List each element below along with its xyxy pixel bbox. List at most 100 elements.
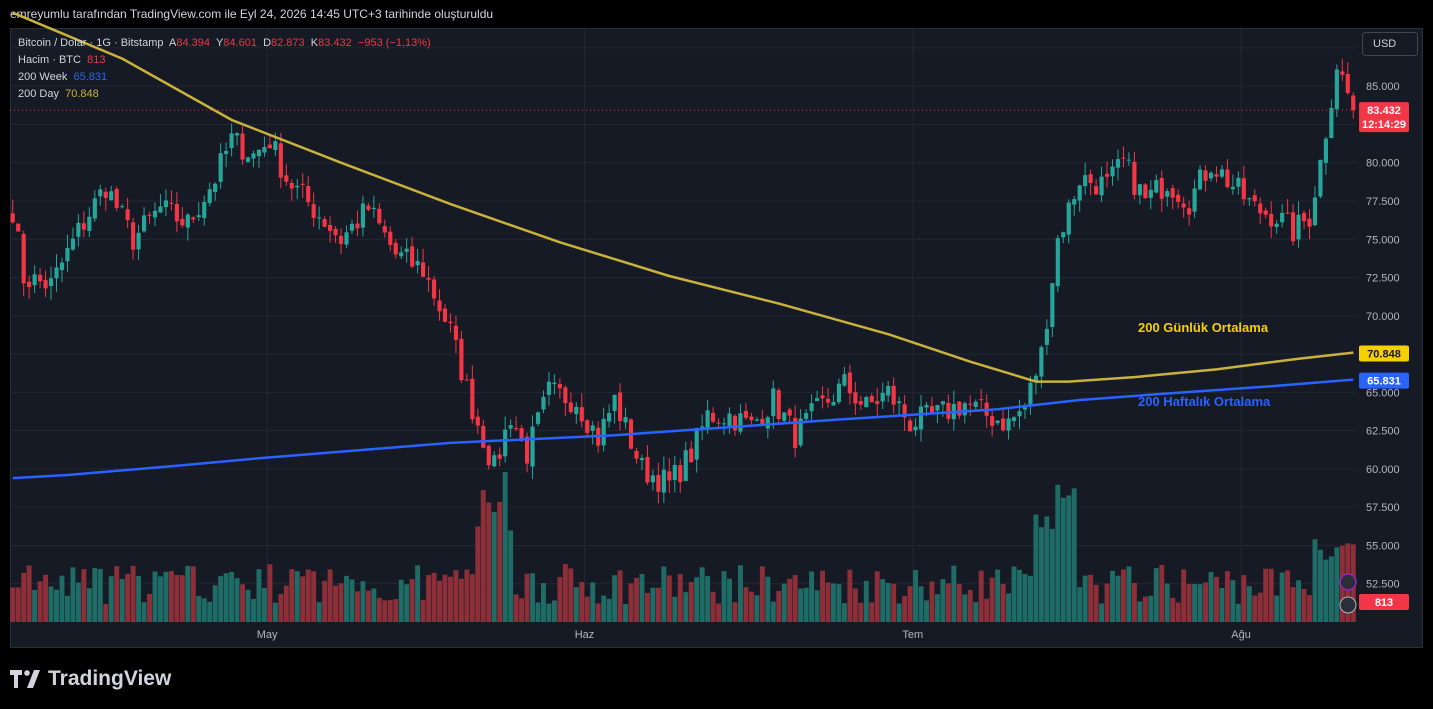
candle-body [1061,232,1066,238]
volume-bar [1044,516,1050,622]
candle-body [990,416,995,426]
volume-bar [962,594,968,622]
tradingview-logo[interactable]: TradingView [10,666,171,692]
volume-bar [141,602,147,622]
volume-bar [81,569,87,622]
candle-body [415,261,420,266]
candle-body [1094,186,1099,195]
chart-area[interactable] [10,28,1423,648]
candle-body [946,402,951,419]
volume-tag-bg [1359,594,1409,610]
candle-body [1165,191,1170,197]
volume-bar [546,603,552,622]
candle-body [1110,166,1115,177]
candle-body [174,203,179,222]
volume-bar [283,585,289,622]
candle-body [968,403,973,405]
currency-button[interactable]: USD [1362,32,1418,56]
candle-body [804,413,809,419]
volume-bar [168,571,174,622]
candle-body [377,208,382,224]
candle-body [404,248,409,252]
candle-body [289,182,294,189]
volume-bar [1290,587,1296,622]
candle-body [1208,172,1214,179]
candle-body [1203,170,1208,181]
volume-bar [1192,584,1198,622]
volume-bar [360,581,366,622]
last-price-tag-bg [1359,102,1409,133]
volume-bar [108,576,114,622]
candle-body [371,207,376,209]
candle-body [853,392,858,404]
volume-bar [1235,603,1241,622]
volume-bar [196,596,202,622]
candle-body [607,413,612,422]
candle-body [191,217,196,220]
volume-label[interactable]: Hacim · BTC [18,54,81,66]
volume-bar [885,582,891,622]
volume-bar [803,587,809,622]
candle-body [760,418,765,426]
price-tick-label: 62.500 [1366,426,1400,438]
volume-value: 813 [87,54,106,66]
candle-body [1072,199,1077,205]
ma-week-label[interactable]: 200 Week [18,71,68,83]
candle-body [1001,418,1006,431]
candle-body [388,231,393,245]
candle-body [1099,176,1104,196]
ma-week-tag-text: 65.831 [1367,376,1401,388]
time-tick-label: Ağu [1231,629,1251,641]
chart-caption: emreyumlu tarafından TradingView.com ile… [10,7,494,21]
volume-bar [442,574,448,622]
price-tick-label: 55.000 [1366,540,1400,552]
volume-bar [409,579,415,622]
candle-body [1236,177,1241,187]
ma-day-annotation: 200 Günlük Ortalama [1138,320,1269,335]
candle-body [256,149,262,157]
candle-body [935,405,940,411]
candle-body [486,445,491,466]
candle-body [1137,184,1142,196]
volume-bar [1197,584,1203,622]
volume-bar [486,502,492,622]
volume-bar [289,569,295,622]
candle-body [661,469,666,493]
candle-body [1132,161,1137,195]
volume-bar [1159,564,1165,622]
volume-bar [333,585,339,622]
candle-body [338,235,344,244]
candle-body [667,471,672,481]
volume-bar [453,570,459,622]
volume-bar [147,593,152,622]
volume-bar [136,575,142,622]
volume-bar [256,569,262,622]
candle-body [163,200,169,208]
volume-bars [10,472,1356,622]
candle-body [1301,212,1307,222]
symbol-name[interactable]: Bitcoin / Dolar · 1G · Bitstamp [18,37,164,49]
volume-bar [272,602,278,622]
volume-bar [940,579,946,622]
candle-body [1285,212,1290,214]
candle-body [10,213,15,223]
candle-body [716,422,721,424]
candle-body [399,252,404,257]
volume-bar [1148,595,1154,622]
candle-body [907,420,913,432]
volume-bar [874,571,880,622]
volume-bar [847,569,853,622]
candle-body [672,464,677,481]
volume-bar [15,587,21,622]
volume-bar [787,578,793,622]
volume-bar [1301,588,1307,622]
volume-bar [951,565,957,622]
candle-body [213,183,218,192]
volume-bar [551,600,557,622]
ma-day-label[interactable]: 200 Day [18,88,59,100]
close-value: 83.432 [318,37,352,49]
candle-body [836,383,842,403]
volume-bar [365,590,371,622]
volume-bar [1219,587,1225,622]
